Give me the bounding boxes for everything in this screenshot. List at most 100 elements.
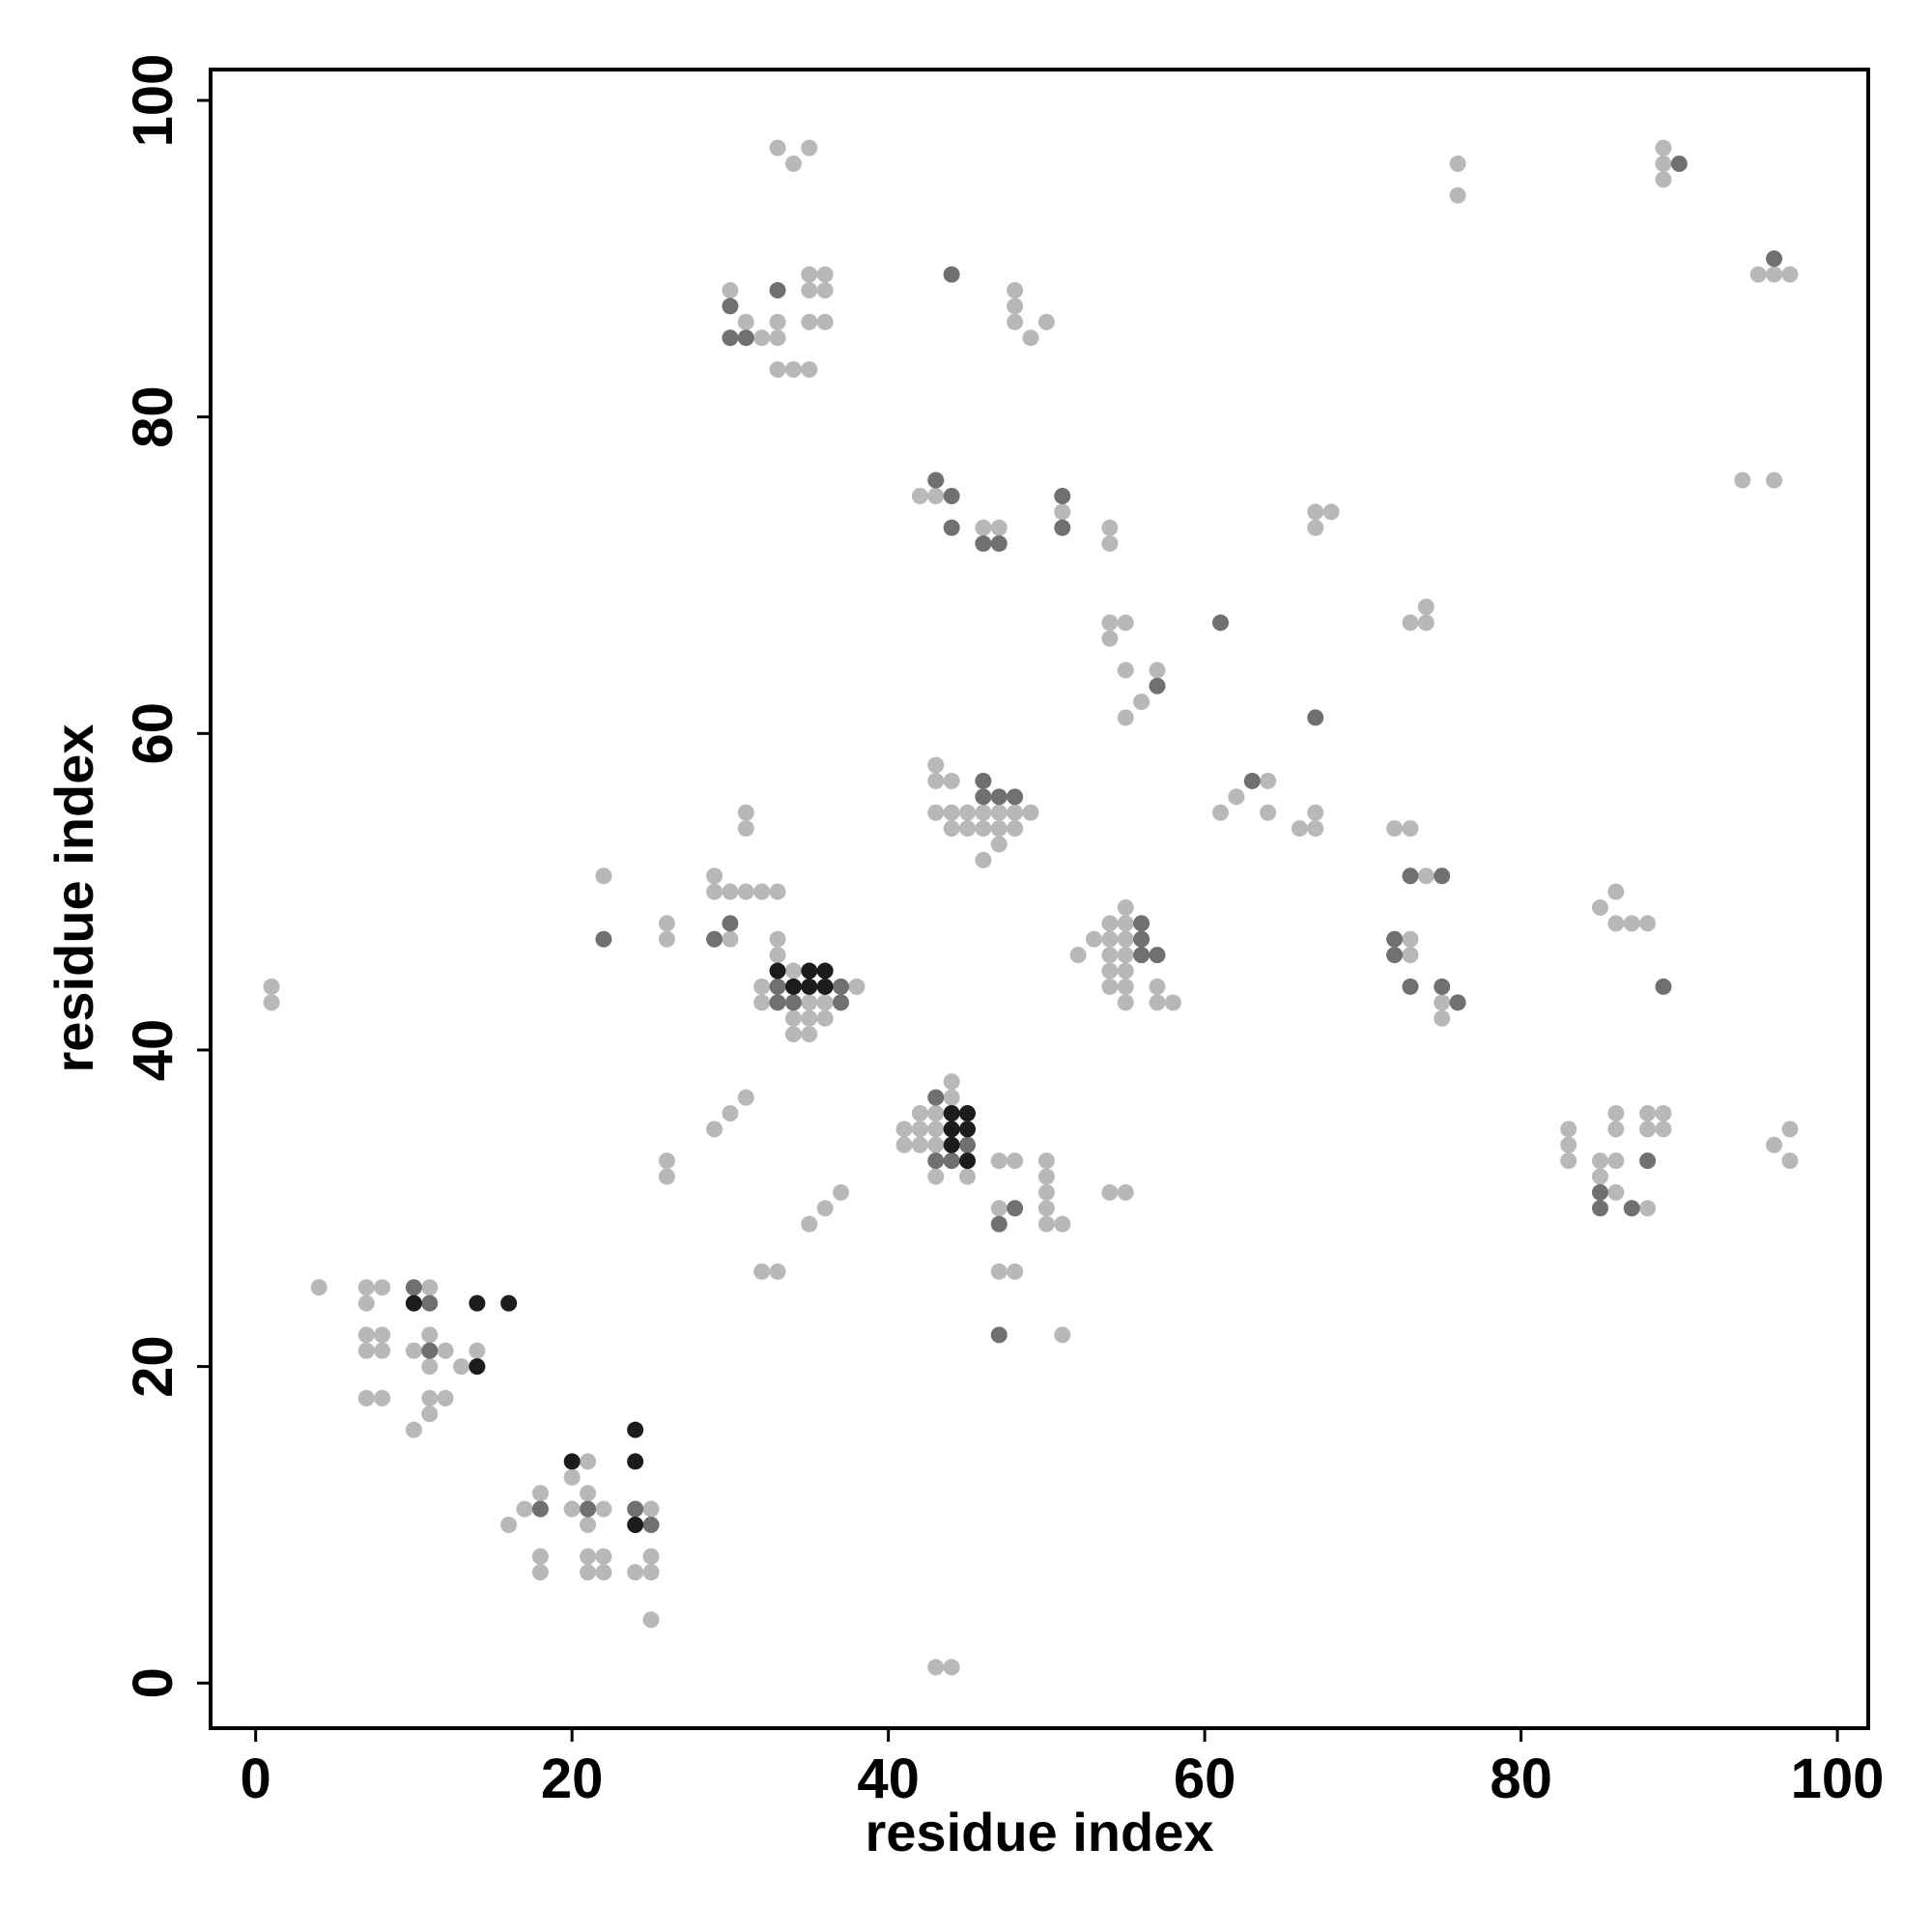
contact-point [580,1548,597,1565]
contact-point [769,1263,786,1280]
contact-point [706,883,724,900]
contact-point [421,1294,439,1312]
contact-point [1260,804,1277,821]
contact-point [1607,1152,1625,1170]
contact-point [943,1136,960,1153]
contact-point [958,1168,976,1185]
contact-point [816,994,834,1011]
contact-point [421,1342,439,1359]
contact-point [737,883,754,900]
contact-point [1307,709,1324,726]
contact-point [816,1200,834,1217]
contact-point [753,978,771,995]
contact-point [1133,694,1151,711]
contact-point [943,1121,960,1138]
plot-frame [209,68,1870,1730]
contact-point [737,329,754,347]
y-tick-label: 80 [122,385,185,448]
contact-point [374,1389,391,1406]
contact-point [1149,662,1166,679]
contact-point [531,1548,549,1565]
contact-point [1781,1152,1799,1170]
contact-point [1037,1183,1055,1201]
contact-point [1402,867,1419,885]
contact-point [722,329,739,347]
contact-point [1101,978,1119,995]
contact-point [405,1294,422,1312]
contact-point [1117,930,1134,948]
contact-point [833,994,850,1011]
contact-point [801,139,818,156]
contact-point [1655,139,1672,156]
contact-point [1117,947,1134,964]
contact-point [975,772,992,789]
contact-point [1117,1183,1134,1201]
contact-point [911,1121,928,1138]
contact-point [1434,994,1451,1011]
contact-point [1434,1009,1451,1027]
contact-point [421,1406,439,1423]
contact-point [1054,1215,1071,1233]
contact-point [1007,313,1024,330]
contact-point [1386,947,1404,964]
contact-point [816,1009,834,1027]
contact-point [990,1215,1008,1233]
contact-point [769,139,786,156]
contact-point [927,772,945,789]
contact-point [357,1389,375,1406]
contact-point [958,1121,976,1138]
contact-point [769,947,786,964]
contact-point [927,1089,945,1106]
contact-point [769,329,786,347]
contact-point [911,488,928,505]
contact-point [627,1500,644,1518]
contact-point [769,360,786,378]
contact-point [943,1089,960,1106]
x-tick-label: 40 [857,1747,920,1810]
contact-point [1133,947,1151,964]
contact-point [580,1453,597,1470]
contact-point [816,962,834,980]
contact-point [658,1152,675,1170]
contact-point [1164,994,1181,1011]
contact-point [927,804,945,821]
contact-point [1007,282,1024,299]
contact-point [531,1500,549,1518]
contact-point [1054,503,1071,521]
contact-point [1149,978,1166,995]
contact-point [595,1548,612,1565]
contact-point [595,930,612,948]
contact-point [801,1215,818,1233]
contact-point [1655,978,1672,995]
contact-point [1639,1104,1657,1122]
contact-point [801,978,818,995]
contact-point [1386,930,1404,948]
contact-point [1211,614,1229,632]
contact-point [722,1104,739,1122]
contact-point [801,282,818,299]
contact-point [263,978,280,995]
contact-point [642,1516,660,1533]
contact-point [784,994,802,1011]
contact-point [437,1342,454,1359]
x-axis-title: residue index [865,1802,1213,1862]
contact-point [1449,155,1466,172]
contact-point [1101,947,1119,964]
contact-point [769,962,786,980]
contact-point [642,1548,660,1565]
contact-point [801,1026,818,1043]
contact-point [990,519,1008,536]
y-tick-label: 100 [122,54,185,148]
contact-point [1054,519,1071,536]
contact-point [1766,250,1783,268]
contact-point [531,1485,549,1502]
contact-point [784,978,802,995]
contact-point [769,978,786,995]
contact-point [801,313,818,330]
contact-point [1402,930,1419,948]
contact-point [990,1326,1008,1344]
contact-point [1607,1183,1625,1201]
y-tick-label: 60 [122,702,185,765]
contact-point [943,266,960,283]
contact-point [816,266,834,283]
